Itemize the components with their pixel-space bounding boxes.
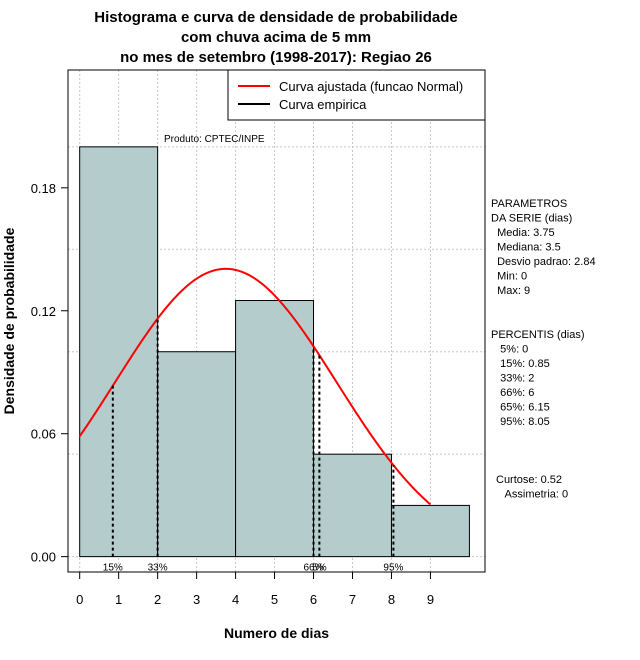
chart-title-line-3: no mes de setembro (1998-2017): Regiao 2…	[120, 49, 432, 66]
percentile-stat-line: 5%: 0	[491, 344, 528, 356]
chart-title-line-2: com chuva acima de 5 mm	[181, 29, 371, 46]
x-tick-label: 1	[115, 592, 122, 607]
series-shape-stats: Curtose: 0.52 Assimetria: 0	[496, 474, 568, 501]
histogram-bar	[235, 300, 315, 558]
percentile-label: 5%	[312, 563, 327, 574]
percentile-stat-line: 95%: 8.05	[491, 416, 550, 428]
product-credit: Produto: CPTEC/INPE	[164, 134, 265, 145]
x-axis-label: Numero de dias	[224, 625, 329, 641]
legend-box	[227, 69, 486, 121]
histogram-bar	[390, 504, 470, 558]
parameter-line: PARAMETROS	[491, 198, 567, 210]
series-parameters: PARAMETROS DA SERIE (dias) Media: 3.75 Me…	[491, 198, 596, 297]
percentile-stat-line: 33%: 2	[491, 373, 534, 385]
x-tick-label: 2	[154, 592, 161, 607]
y-tick-label: 0.12	[31, 304, 56, 319]
y-tick-label: 0.06	[31, 427, 56, 442]
histogram-bar	[313, 453, 392, 558]
x-tick-label: 5	[271, 592, 278, 607]
normal-curve	[78, 267, 432, 506]
x-tick-label: 7	[349, 592, 356, 607]
x-tick-label: 8	[388, 592, 395, 607]
x-tick-label: 6	[310, 592, 317, 607]
chart-title-line-1: Histograma e curva de densidade de proba…	[94, 9, 457, 26]
percentile-lines: 15% 33% 66%5% 95%	[103, 318, 404, 574]
parameter-line: Min: 0	[491, 271, 527, 283]
shape-stat-line: Curtose: 0.52	[496, 474, 562, 486]
legend: Curva ajustada (funcao Normal) Curva emp…	[227, 69, 486, 121]
x-tick-label: 0	[76, 592, 83, 607]
percentile-label: 95%	[383, 563, 403, 574]
percentile-stat-line: 66%: 6	[491, 387, 534, 399]
y-axis-label: Densidade de probabilidade	[1, 227, 17, 414]
percentile-label: 66%	[304, 563, 324, 574]
y-tick-label: 0.00	[31, 550, 56, 565]
x-tick-label: 9	[427, 592, 434, 607]
histogram-bars	[79, 146, 470, 558]
series-percentiles: PERCENTIS (dias) 5%: 0 15%: 0.85 33%: 2 …	[491, 329, 585, 428]
normal-curve-layer	[78, 267, 432, 506]
percentile-stat-line: 65%: 6.15	[491, 402, 550, 414]
histogram-bar	[79, 146, 159, 558]
x-tick-label: 4	[232, 592, 239, 607]
percentile-label: 33%	[148, 563, 168, 574]
shape-stat-line: Assimetria: 0	[496, 489, 568, 501]
parameter-line: Desvio padrao: 2.84	[491, 256, 596, 268]
percentile-stat-line: 15%: 0.85	[491, 358, 550, 370]
percentile-label: 15%	[103, 563, 123, 574]
parameter-line: DA SERIE (dias)	[491, 213, 572, 225]
legend-label-empirical-curve: Curva empirica	[279, 97, 367, 112]
legend-label-normal-curve: Curva ajustada (funcao Normal)	[279, 79, 463, 94]
axes: 0 1 2 3 4 5 6 7 8 9 0.00 0.06 0.12 0.18	[31, 69, 486, 607]
y-tick-label: 0.18	[31, 181, 56, 196]
parameter-line: Mediana: 3.5	[491, 242, 561, 254]
parameter-line: Media: 3.75	[491, 227, 555, 239]
x-tick-label: 3	[193, 592, 200, 607]
percentile-stat-line: PERCENTIS (dias)	[491, 329, 585, 341]
parameter-line: Max: 9	[491, 285, 530, 297]
histogram-bar	[157, 351, 237, 558]
